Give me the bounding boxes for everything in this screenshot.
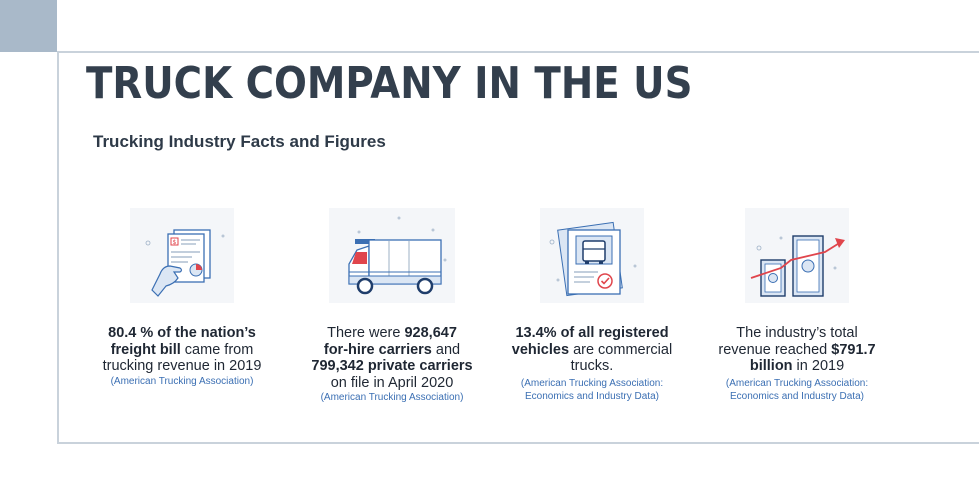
fact2-part4: and (431, 341, 461, 358)
fact2-part2: 928,647 (404, 325, 457, 341)
fact3-part4: trucks. (570, 358, 614, 374)
delivery-truck-icon (329, 208, 455, 303)
fact4-part2: revenue reached (718, 341, 832, 358)
fact4-source-line1: (American Trucking Association: (725, 377, 869, 389)
fact2-part6: on file in April 2020 (330, 374, 454, 391)
fact4-part3: $791.7 (831, 341, 876, 358)
truck-registration-document-icon (540, 208, 644, 303)
fact4-part4: billion (749, 358, 793, 374)
fact-card-registered-vehicles: 13.4% of all registered vehicles are com… (492, 208, 692, 403)
fact4-part5: in 2019 (792, 358, 845, 374)
fact1-part3: came from (180, 341, 254, 358)
fact1-part1: 80.4 % of the nation’s (108, 325, 256, 341)
fact-card-revenue: The industry’s total revenue reached $79… (697, 208, 897, 403)
fact1-source: (American Trucking Association) (110, 375, 254, 387)
fact-card-carriers: There were 928,647 for-hire carriers and… (292, 208, 492, 404)
page-title: TRUCK COMPANY IN THE US (86, 58, 693, 109)
fact1-part4: trucking revenue in 2019 (102, 358, 262, 374)
page-subtitle: Trucking Industry Facts and Figures (93, 132, 386, 151)
content-frame (57, 51, 979, 444)
fact1-part2: freight bill (110, 341, 181, 358)
fact2-part3: for-hire carriers (323, 341, 432, 358)
fact-card-freight-bill: $ 80.4 % of the nation’s freight bill ca… (82, 208, 282, 388)
fact3-part2: vehicles (511, 341, 570, 358)
fact4-source-line2: Economics and Industry Data) (730, 390, 864, 402)
fact4-part1: The industry’s total (736, 325, 858, 341)
fact2-source: (American Trucking Association) (320, 392, 464, 403)
fact3-source-line1: (American Trucking Association: (520, 377, 664, 389)
fact3-source-line2: Economics and Industry Data) (525, 390, 659, 402)
fact3-part3: are commercial (569, 341, 673, 358)
invoice-hand-icon: $ (130, 208, 234, 303)
fact2-part5: 799,342 private carriers (311, 358, 473, 374)
corner-accent (0, 0, 57, 52)
fact3-part1: 13.4% of all registered (515, 325, 669, 341)
money-growth-arrow-icon (745, 208, 849, 303)
fact2-part1: There were (327, 325, 405, 341)
svg-text:$: $ (173, 239, 177, 246)
